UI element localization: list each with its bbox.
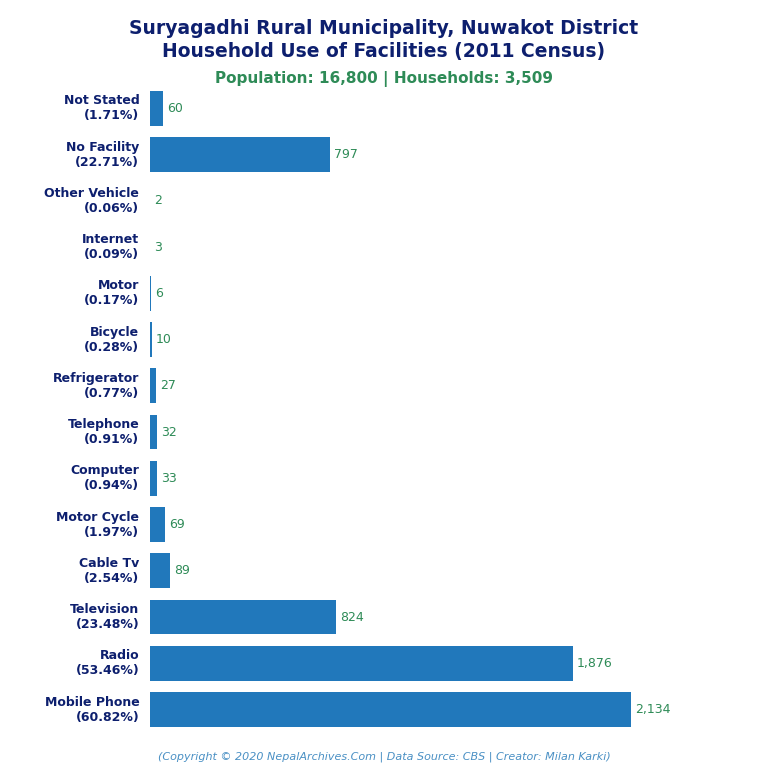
Text: 2,134: 2,134 [635,703,670,716]
Bar [150,507,165,542]
Text: 69: 69 [170,518,185,531]
Text: 824: 824 [339,611,363,624]
Bar [150,461,157,495]
Text: 6: 6 [155,287,163,300]
Bar [150,692,631,727]
Bar [150,276,151,311]
Text: (Copyright © 2020 NepalArchives.Com | Data Source: CBS | Creator: Milan Karki): (Copyright © 2020 NepalArchives.Com | Da… [157,751,611,762]
Text: 1,876: 1,876 [577,657,613,670]
Text: 27: 27 [160,379,176,392]
Text: Population: 16,800 | Households: 3,509: Population: 16,800 | Households: 3,509 [215,71,553,87]
Bar [150,554,170,588]
Text: 32: 32 [161,425,177,439]
Text: 60: 60 [167,102,184,115]
Text: 10: 10 [156,333,172,346]
Bar [150,369,156,403]
Text: Household Use of Facilities (2011 Census): Household Use of Facilities (2011 Census… [163,42,605,61]
Bar [150,646,573,680]
Text: 89: 89 [174,564,190,578]
Text: 797: 797 [333,148,357,161]
Bar [150,137,329,172]
Text: Suryagadhi Rural Municipality, Nuwakot District: Suryagadhi Rural Municipality, Nuwakot D… [130,19,638,38]
Bar [150,415,157,449]
Text: 2: 2 [154,194,162,207]
Bar [150,600,336,634]
Text: 3: 3 [154,240,162,253]
Bar [150,323,152,357]
Bar [150,91,164,126]
Text: 33: 33 [161,472,177,485]
